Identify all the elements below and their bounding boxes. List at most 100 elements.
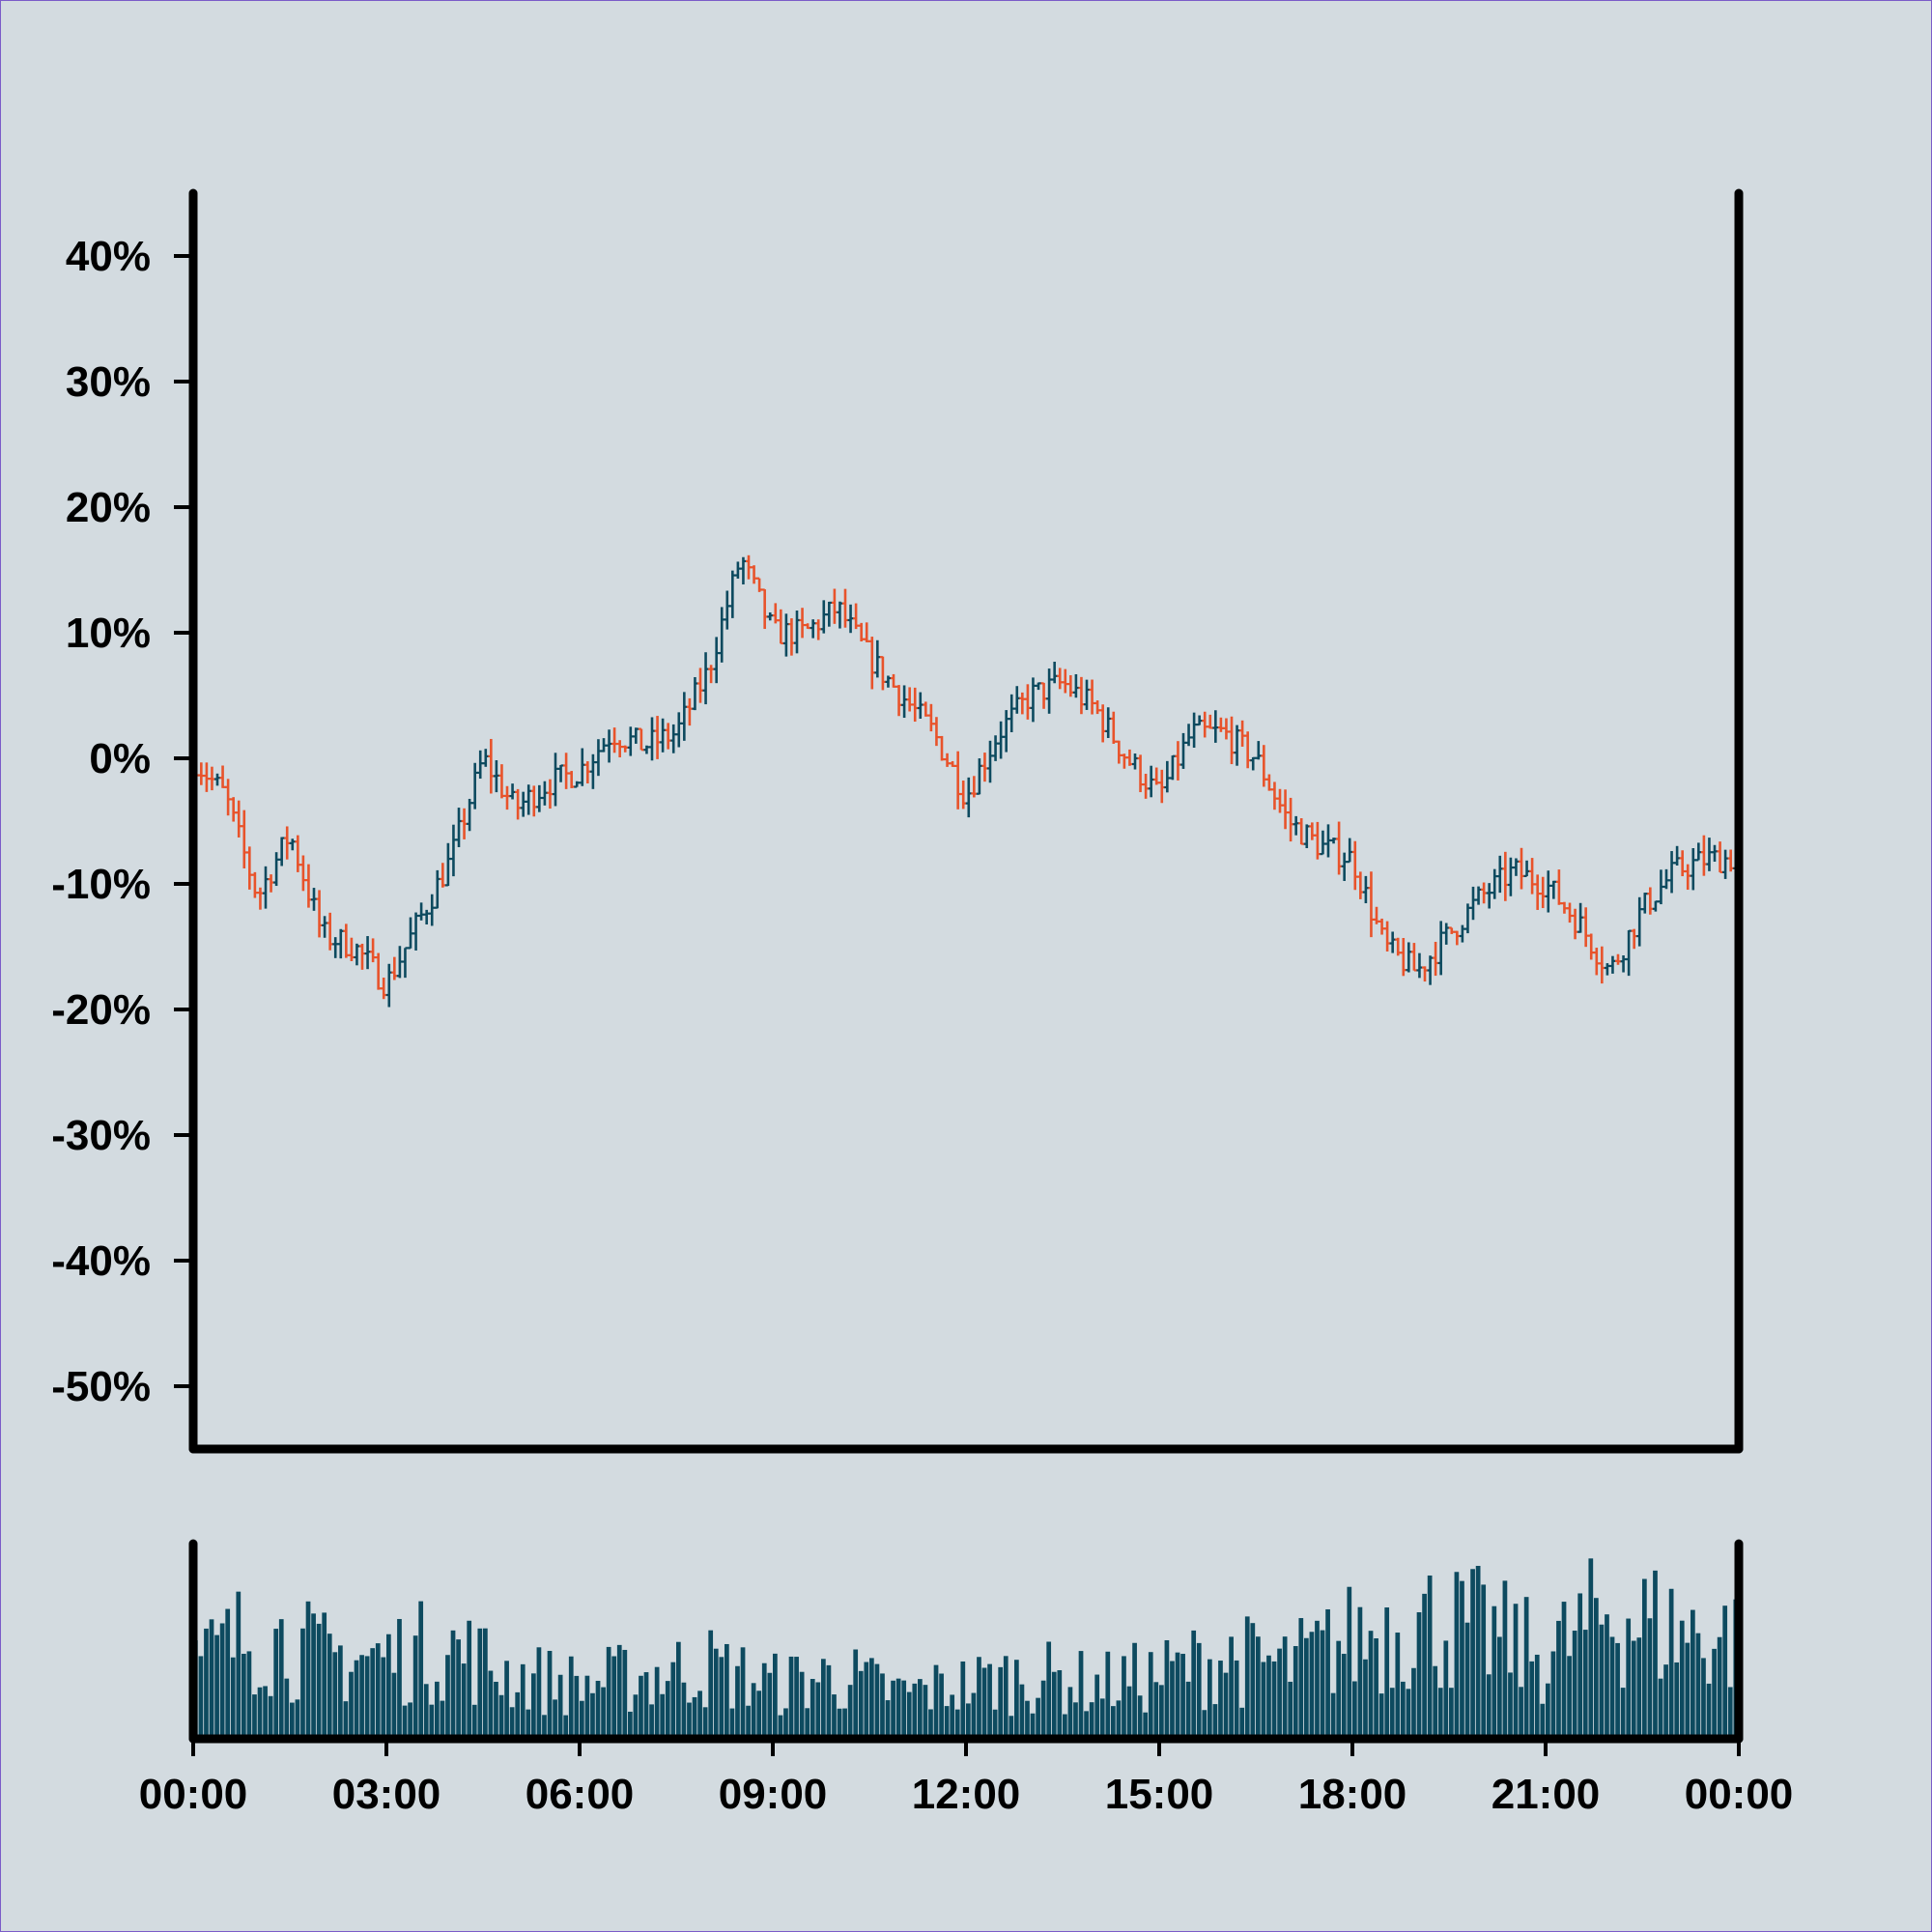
ohlc-bar [601, 738, 607, 753]
volume-bar [788, 1656, 794, 1739]
volume-bar [1357, 1606, 1363, 1739]
volume-bar [1609, 1636, 1615, 1739]
volume-bar [1347, 1586, 1352, 1739]
volume-bar [547, 1650, 553, 1739]
volume-bar [536, 1647, 542, 1739]
volume-bar [891, 1680, 895, 1739]
volume-bar [874, 1663, 880, 1739]
ohlc-bar [778, 609, 784, 645]
ohlc-bar [1437, 921, 1444, 976]
volume-bar [580, 1700, 584, 1739]
volume-bar [832, 1694, 837, 1739]
volume-bar [1256, 1636, 1261, 1739]
volume-bar [1460, 1580, 1464, 1739]
volume-bar [719, 1657, 724, 1739]
ohlc-bar [299, 855, 306, 892]
ohlc-bar [1443, 923, 1450, 945]
ohlc-bar [418, 902, 425, 921]
ohlc-bar [1400, 937, 1406, 977]
volume-bar [477, 1628, 483, 1739]
ohlc-bar [461, 808, 468, 839]
ohlc-bar [408, 917, 413, 950]
ohlc-bar [574, 781, 581, 788]
volume-bar [1599, 1624, 1605, 1739]
ohlc-bar [643, 745, 650, 754]
ohlc-bar [858, 622, 865, 641]
volume-bar [278, 1619, 284, 1739]
volume-bar [526, 1709, 531, 1739]
volume-bar [1722, 1605, 1728, 1739]
ohlc-bar [1255, 741, 1262, 760]
volume-bar [1668, 1588, 1674, 1739]
volume-bar [853, 1649, 859, 1739]
volume-bar [246, 1651, 252, 1739]
ohlc-bar [589, 753, 596, 789]
volume-bar [1040, 1680, 1046, 1739]
ohlc-bar [1320, 830, 1326, 856]
ohlc-bar [327, 912, 333, 951]
x-tick-label: 00:00 [1685, 1771, 1794, 1818]
ohlc-bar [568, 771, 575, 788]
ohlc-bar [1700, 835, 1707, 876]
ohlc-bar [515, 788, 522, 820]
ohlc-bar [724, 590, 730, 630]
x-tick-label: 09:00 [719, 1771, 828, 1818]
volume-bar [864, 1662, 869, 1739]
ohlc-bar [1695, 842, 1702, 862]
volume-bar [257, 1687, 263, 1739]
ohlc-bar [627, 726, 634, 756]
ohlc-bar [316, 890, 323, 938]
volume-bar [520, 1663, 526, 1739]
volume-bar [1422, 1593, 1427, 1739]
volume-bar [847, 1685, 853, 1739]
volume-bar [992, 1709, 998, 1739]
ohlc-bar [1175, 741, 1181, 781]
volume-bar [1577, 1593, 1583, 1739]
ohlc-bar [563, 753, 570, 789]
volume-bar [1701, 1658, 1706, 1739]
ohlc-bar [1529, 858, 1536, 895]
volume-bar [1293, 1646, 1298, 1739]
ohlc-bar [1588, 933, 1595, 960]
volume-bar [1304, 1637, 1309, 1739]
ohlc-bar [885, 675, 892, 688]
ohlc-bar [203, 762, 210, 792]
ohlc-bar [1169, 754, 1176, 781]
ohlc-bar [950, 760, 956, 768]
ohlc-bar [1030, 677, 1037, 723]
ohlc-bar [1647, 887, 1654, 915]
volume-bar [960, 1661, 966, 1739]
ohlc-bar [1121, 753, 1127, 769]
volume-bar [1712, 1648, 1717, 1739]
volume-bar [1663, 1664, 1668, 1739]
ohlc-bar [1132, 753, 1138, 770]
volume-bar [1561, 1602, 1567, 1739]
volume-bar [778, 1715, 783, 1739]
volume-bar [354, 1660, 359, 1739]
volume-bar [423, 1684, 429, 1739]
volume-bar [1368, 1631, 1374, 1739]
ohlc-bar [1519, 847, 1524, 890]
ohlc-bar [611, 727, 618, 753]
ohlc-bar [1631, 928, 1637, 950]
ohlc-bar [1164, 760, 1171, 793]
ohlc-bar [1191, 712, 1198, 749]
volume-bar [1454, 1572, 1460, 1739]
ohlc-bar [933, 717, 940, 747]
ohlc-bar [1717, 841, 1723, 873]
ohlc-bar [1062, 668, 1068, 694]
ohlc-bar [322, 916, 328, 938]
ohlc-bar [794, 611, 800, 654]
ohlc-bar [1143, 774, 1150, 799]
volume-bar [1298, 1618, 1304, 1739]
volume-bar [815, 1682, 821, 1739]
ohlc-bar [1217, 717, 1224, 732]
volume-bar [1594, 1598, 1599, 1739]
ohlc-bar [1706, 838, 1713, 871]
volume-bar [1208, 1659, 1212, 1739]
volume-bar [1019, 1684, 1025, 1739]
volume-bar [616, 1644, 622, 1739]
ohlc-bar [504, 785, 510, 810]
volume-bar [1582, 1630, 1588, 1739]
